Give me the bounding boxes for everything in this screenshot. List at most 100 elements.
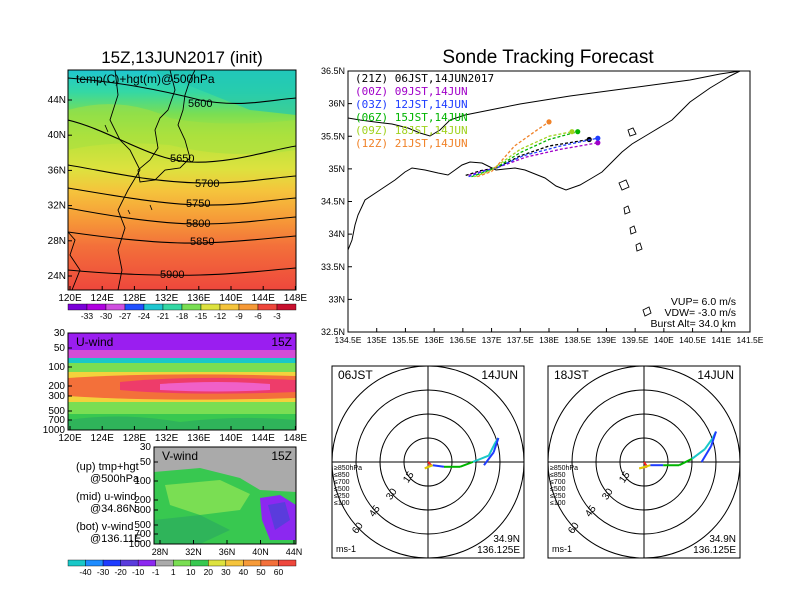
hodo-right-label: 14JUN bbox=[481, 368, 518, 382]
v-colorbar-label: 50 bbox=[256, 567, 266, 577]
temp-y-tick-label: 44N bbox=[48, 95, 66, 106]
u-y-tick-label: 500 bbox=[48, 406, 65, 417]
temp-x-tick-label: 144E bbox=[252, 293, 276, 304]
colorbar-swatch bbox=[243, 559, 262, 567]
u-x-tick-label: 144E bbox=[252, 433, 276, 444]
v-y-tick-label: 500 bbox=[134, 520, 151, 531]
colorbar-swatch bbox=[276, 303, 297, 311]
colorbar-swatch bbox=[181, 303, 202, 311]
temp-colorbar-label: -9 bbox=[235, 311, 243, 321]
track-line-5 bbox=[476, 121, 550, 178]
sonde-y-tick-label: 33N bbox=[328, 294, 345, 304]
sonde-coast bbox=[348, 71, 741, 317]
hodo-lon: 136.125E bbox=[693, 545, 736, 556]
legend-up-2: @500hPa bbox=[90, 473, 140, 485]
track-line-3 bbox=[471, 131, 578, 178]
track-line-1 bbox=[468, 142, 598, 177]
u-time: 15Z bbox=[271, 335, 292, 349]
temp-y-ticks: 44N 40N 36N 32N 28N 24N bbox=[48, 95, 72, 282]
v-colorbar-label: 60 bbox=[274, 567, 284, 577]
contour-label-5700: 5700 bbox=[195, 178, 219, 190]
sonde-param-1: VDW= -3.0 m/s bbox=[665, 307, 736, 319]
hodo-level-legend: ≤700 bbox=[550, 479, 566, 486]
temp-colorbar-label: -24 bbox=[138, 311, 151, 321]
contour-5850 bbox=[68, 231, 296, 244]
south-coast bbox=[348, 71, 741, 251]
v-colorbar-label: 10 bbox=[186, 567, 196, 577]
v-y-tick-label: 200 bbox=[134, 495, 151, 506]
hodo-right-label: 14JUN bbox=[697, 368, 734, 382]
colorbar-swatch bbox=[208, 559, 227, 567]
hodo-level-legend: ≤250 bbox=[334, 493, 350, 500]
hodo-left-label: 06JST bbox=[338, 368, 373, 382]
hodo-unit: ms-1 bbox=[336, 544, 356, 554]
v-colorbar-label: 40 bbox=[239, 567, 249, 577]
colorbar-swatch bbox=[238, 303, 259, 311]
u-x-tick-label: 132E bbox=[155, 433, 179, 444]
u-frame bbox=[67, 332, 297, 431]
u-y-tick-label: 200 bbox=[48, 381, 65, 392]
hodo-level-legend: ≤850 bbox=[334, 472, 350, 479]
temp-frame bbox=[67, 69, 297, 291]
colorbar-swatch bbox=[200, 303, 221, 311]
small-islands bbox=[618, 127, 652, 317]
hodo-trace-segment bbox=[424, 464, 434, 470]
sonde-x-tick-label: 135E bbox=[367, 335, 387, 345]
hodo-level-legend: ≤100 bbox=[550, 500, 566, 507]
v-colorbar-label: 1 bbox=[171, 567, 176, 577]
temp-colorbar-label: -15 bbox=[195, 311, 208, 321]
temp-x-ticks: 120E 124E 128E 132E 136E 140E 144E 148E bbox=[58, 286, 307, 304]
v-light-green bbox=[165, 480, 250, 515]
v-label: V-wind bbox=[162, 449, 198, 463]
u-band-50 bbox=[68, 350, 296, 360]
contour-label-5800: 5800 bbox=[186, 218, 210, 230]
v-x-tick-label: 44N bbox=[286, 547, 303, 557]
colorbar-swatch bbox=[173, 559, 191, 567]
u-y-tick-label: 700 bbox=[48, 415, 65, 426]
temp-y-tick-label: 36N bbox=[48, 165, 66, 176]
hodo-level-legend: ≤100 bbox=[334, 500, 350, 507]
hodo-trace-segment bbox=[691, 448, 706, 460]
u-band-500 bbox=[68, 402, 296, 414]
hodo-trace-segment bbox=[703, 437, 714, 450]
sonde-panel: Sonde Tracking Forecast (21Z) 06JST,14JU… bbox=[321, 47, 764, 345]
v-low-green bbox=[154, 515, 230, 544]
track-line-2 bbox=[468, 137, 598, 178]
korea-coast bbox=[109, 70, 141, 290]
temp-inner-label: temp(C)+hgt(m)@500hPa bbox=[76, 72, 215, 86]
temp-x-tick-label: 124E bbox=[91, 293, 115, 304]
v-y-tick-label: 300 bbox=[134, 505, 151, 516]
v-y-tick-label: 700 bbox=[134, 529, 151, 540]
colorbar-swatch bbox=[67, 559, 86, 567]
v-time: 15Z bbox=[271, 449, 292, 463]
sonde-tracks bbox=[465, 119, 601, 178]
legend-entry-3: (06Z) 15JST,14JUN bbox=[355, 111, 468, 124]
v-colorbar-label: -10 bbox=[132, 567, 145, 577]
u-y-tick-label: 50 bbox=[54, 343, 66, 354]
hodo-trace-segment bbox=[432, 464, 445, 468]
v-x-ticks: 28N 32N 36N 40N 44N bbox=[152, 540, 303, 557]
sonde-x-tick-label: 141E bbox=[711, 335, 731, 345]
temp-x-tick-label: 148E bbox=[284, 293, 308, 304]
sonde-y-tick-label: 35N bbox=[328, 164, 345, 174]
sonde-y-tick-label: 36.5N bbox=[321, 66, 345, 76]
v-blue bbox=[268, 502, 290, 530]
hodo-trace-segment bbox=[472, 454, 490, 463]
legend-mid-2: @34.86N bbox=[90, 503, 137, 515]
v-y-tick-label: 50 bbox=[140, 457, 152, 468]
sonde-y-tick-label: 34.5N bbox=[321, 197, 345, 207]
colorbar-swatch bbox=[105, 303, 126, 311]
track-line-4 bbox=[474, 131, 573, 178]
track-endpoint-4 bbox=[569, 129, 575, 135]
u-x-tick-label: 140E bbox=[219, 433, 243, 444]
sonde-x-tick-label: 136.5E bbox=[449, 335, 476, 345]
temp-panel-title: 15Z,13JUN2017 (init) bbox=[101, 48, 263, 67]
hodo-unit: ms-1 bbox=[552, 544, 572, 554]
sonde-x-tick-label: 135.5E bbox=[392, 335, 419, 345]
u-y-tick-label: 100 bbox=[48, 362, 65, 373]
u-y-tick-label: 30 bbox=[54, 328, 66, 339]
